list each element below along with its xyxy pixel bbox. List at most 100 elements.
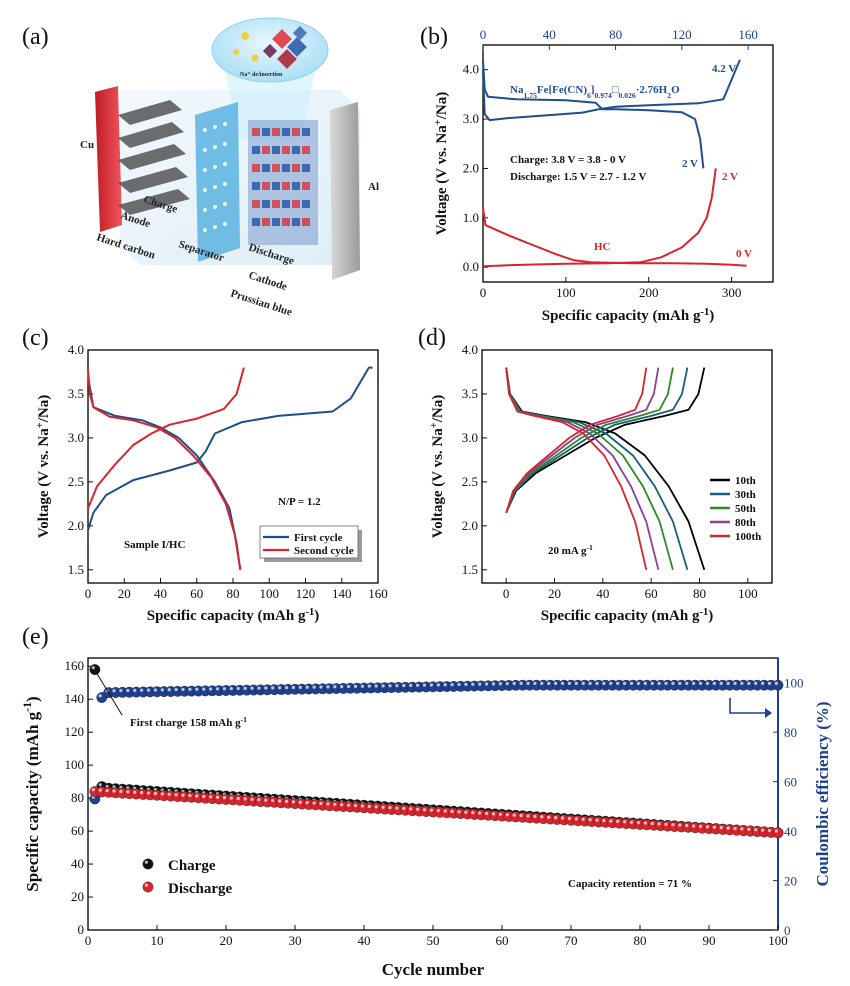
chart-b-formula-part: 0.974: [595, 91, 612, 100]
chart-e-axis-arrow: [729, 698, 765, 714]
label-cathode: Cathode: [247, 269, 289, 293]
coulombic-efficiency-point-highlight: [340, 685, 344, 689]
chart-d-xtick-label: 100: [738, 586, 758, 601]
discharge-capacity-point-highlight: [540, 815, 544, 819]
discharge-capacity-point-highlight: [602, 818, 606, 823]
coulombic-efficiency-point-highlight: [754, 681, 758, 686]
chart-d-legend-label: 100th: [735, 531, 761, 543]
chart-e-y2tick-label: 20: [784, 874, 797, 889]
discharge-capacity-point-highlight: [643, 821, 647, 825]
chart-d-ytick-label: 4.0: [462, 342, 478, 357]
chart-e-y2tick-label: 0: [784, 923, 791, 938]
coulombic-efficiency-point-highlight: [112, 689, 116, 693]
chart-b-formula: Na1.75Fe[Fe(CN)6]0.974□0.026·2.76H2O: [510, 84, 680, 100]
coulombic-efficiency-point-highlight: [726, 681, 730, 686]
chart-d-xtick-label: 0: [503, 586, 510, 601]
coulombic-efficiency-point-highlight: [250, 686, 254, 690]
discharge-capacity-point-highlight: [167, 792, 171, 796]
chart-e-xtick-label: 80: [634, 933, 647, 948]
discharge-capacity-point-highlight: [271, 798, 275, 803]
coulombic-efficiency-point-highlight: [188, 687, 192, 691]
coulombic-efficiency-point-highlight: [395, 684, 399, 688]
coulombic-efficiency-point-highlight: [153, 688, 157, 692]
discharge-capacity-point-highlight: [243, 797, 247, 801]
coulombic-efficiency-point-highlight: [422, 683, 427, 687]
chart-e-retention-label: Capacity retention = 71 %: [568, 878, 692, 890]
discharge-capacity-point-highlight: [278, 799, 282, 803]
coulombic-efficiency-point-highlight: [485, 682, 489, 686]
coulombic-efficiency-point-highlight: [257, 686, 261, 690]
coulombic-efficiency-point-highlight: [381, 684, 385, 688]
chart-d-ylabel-part: Voltage (V vs. Na: [430, 428, 446, 539]
chart-b-top-tick-label: 120: [672, 27, 692, 42]
chart-e-first-charge-label: First charge 158 mAh g-1: [130, 715, 247, 730]
coulombic-efficiency-point-highlight: [174, 687, 178, 692]
chart-c-ylabel: Voltage (V vs. Na+/Na): [35, 395, 53, 539]
chart-c-xtick-label: 40: [154, 586, 167, 601]
discharge-capacity-point-highlight: [726, 826, 730, 830]
coulombic-efficiency-point-highlight: [291, 685, 295, 690]
coulombic-efficiency-point-highlight: [450, 683, 454, 687]
discharge-capacity-point-highlight: [574, 817, 578, 821]
chart-d-xtick-label: 60: [645, 586, 658, 601]
chart-d: 0 20 40 60 80 100 1.5 2.0 2.5 3.0 3.5 4.0 10th 30th 50…: [429, 342, 773, 624]
chart-e-first-charge-label-part: -1: [241, 715, 248, 724]
coulombic-efficiency-point-highlight: [312, 685, 316, 689]
discharge-capacity-point-highlight: [774, 829, 779, 833]
coulombic-efficiency-point-highlight: [705, 681, 710, 686]
chart-c-ylabel-part: Voltage (V vs. Na: [36, 428, 52, 539]
coulombic-efficiency-point-highlight: [202, 687, 206, 691]
chart-b-ylabel: Voltage (V vs. Na+/Na): [433, 92, 451, 236]
chart-c-xtick-label: 60: [190, 586, 203, 601]
coulombic-efficiency-point-highlight: [167, 688, 171, 692]
chart-b-top-tick-label: 40: [543, 27, 556, 42]
coulombic-efficiency-point-highlight: [236, 686, 240, 691]
chart-b-formula-part: ]: [591, 84, 595, 96]
chart-b-ytick-label: 2.0: [463, 160, 479, 175]
discharge-capacity-point-highlight: [305, 801, 309, 805]
discharge-capacity-point-highlight: [215, 795, 220, 799]
chart-b-xtick-label: 0: [480, 285, 487, 300]
discharge-capacity-point-highlight: [374, 805, 378, 809]
chart-b-ytick-label: 0.0: [463, 259, 479, 274]
discharge-capacity-point-highlight: [588, 818, 592, 822]
coulombic-efficiency-point-highlight: [478, 682, 482, 686]
coulombic-efficiency-point-highlight: [326, 685, 330, 689]
discharge-capacity-point: [772, 827, 784, 839]
coulombic-efficiency-point-highlight: [774, 681, 779, 686]
discharge-capacity-point-highlight: [236, 796, 240, 801]
discharge-capacity-point-highlight: [567, 816, 572, 821]
coulombic-efficiency-point-highlight: [678, 681, 682, 686]
chart-e-first-charge-label-part: First charge 158 mAh g: [130, 717, 241, 729]
coulombic-efficiency-point-highlight: [298, 685, 302, 689]
chart-e-legend-marker: [142, 881, 154, 893]
label-al: Al: [368, 181, 379, 193]
coulombic-efficiency-point-highlight: [209, 687, 213, 691]
coulombic-efficiency-point-highlight: [367, 684, 371, 688]
chart-b-formula-part: O: [671, 84, 680, 96]
coulombic-efficiency-point-highlight: [629, 681, 634, 686]
chart-e-xlabel: Cycle number: [382, 960, 485, 979]
chart-d-xtick-label: 80: [693, 586, 706, 601]
coulombic-efficiency-point-highlight: [222, 687, 226, 691]
chart-b-series-line: [482, 207, 747, 267]
chart-e-y2tick-label: 60: [784, 775, 797, 790]
chart-c-ytick-label: 2.0: [68, 518, 84, 533]
prussian-blue-crystal-icon: [262, 25, 308, 69]
discharge-capacity-point-highlight: [416, 807, 420, 811]
discharge-capacity-point-highlight: [478, 811, 482, 815]
coulombic-efficiency-point-highlight: [526, 681, 530, 686]
coulombic-efficiency-point-highlight: [498, 682, 502, 686]
chart-d-ytick-label: 2.5: [462, 474, 478, 489]
chart-e-ylabel: Specific capacity (mAh g-1): [20, 696, 42, 891]
chart-c-xtick-label: 100: [260, 586, 280, 601]
discharge-capacity-point-highlight: [623, 820, 627, 824]
coulombic-efficiency-point-highlight: [146, 688, 151, 692]
coulombic-efficiency-point-highlight: [533, 681, 537, 686]
discharge-capacity-point-highlight: [485, 811, 489, 816]
chart-d-ylabel-part: +: [429, 422, 440, 428]
coulombic-efficiency-point-highlight: [471, 682, 475, 686]
coulombic-efficiency-point-highlight: [98, 694, 102, 698]
coulombic-efficiency-point-highlight: [436, 683, 440, 687]
